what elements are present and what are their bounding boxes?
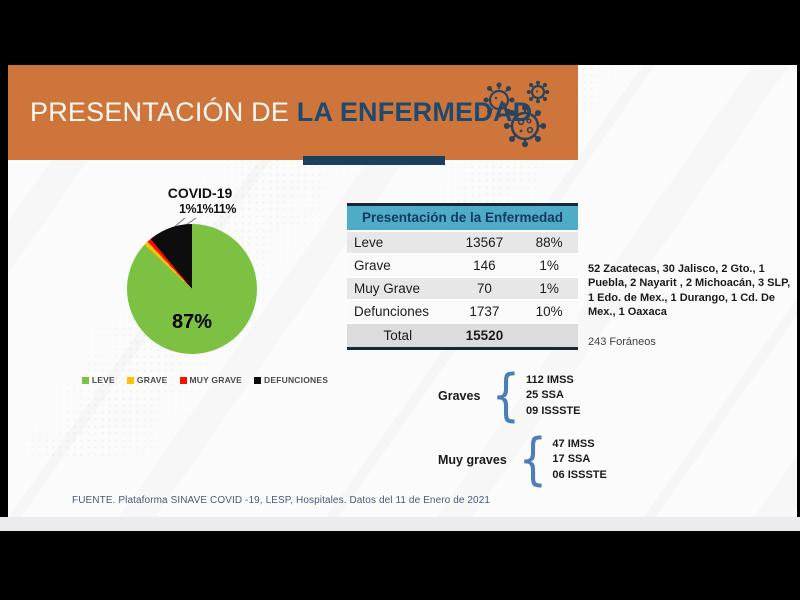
row-value: 13567 <box>465 235 504 250</box>
header-accent-bar <box>303 156 445 165</box>
source-note: FUENTE. Plataforma SINAVE COVID -19, LES… <box>72 495 491 506</box>
coronavirus-icon <box>483 80 550 148</box>
graves-brace: { <box>491 363 521 428</box>
muy-graves-item: 06 ISSSTE <box>552 468 607 481</box>
states-breakdown-note: 52 Zacatecas, 30 Jalisco, 2 Gto., 1 Pueb… <box>588 263 791 318</box>
legend-item-leve: LEVE <box>81 375 115 385</box>
page-title-light: PRESENTACIÓN DE <box>30 97 290 127</box>
pie-chart <box>127 224 257 354</box>
row-label: Leve <box>354 235 384 250</box>
legend-swatch-muy-grave <box>179 376 187 384</box>
row-label: Muy Grave <box>354 281 421 296</box>
muy-graves-brace: { <box>518 427 547 492</box>
page-title: PRESENTACIÓN DE LA ENFERMEDAD <box>30 97 532 128</box>
legend-label-grave: GRAVE <box>136 375 168 385</box>
total-value: 15520 <box>465 328 504 343</box>
bottom-gray-strip <box>0 517 800 531</box>
muy-graves-items: 47 IMSS 17 SSA 06 ISSSTE <box>552 437 606 484</box>
muy-graves-group: Muy graves { 47 IMSS 17 SSA 06 ISSSTE <box>438 432 607 488</box>
graves-group: Graves { 112 IMSS 25 SSA 09 ISSSTE <box>438 368 580 424</box>
row-value: 70 <box>476 281 492 296</box>
row-value: 146 <box>473 258 496 273</box>
slide: PRESENTACIÓN DE LA ENFERMEDAD <box>8 65 797 517</box>
legend-label-defunciones: DEFUNCIONES <box>264 375 329 385</box>
pie-legend: LEVE GRAVE MUY GRAVE DEFUNCIONES <box>81 375 328 385</box>
table-title: Presentación de la Enfermedad <box>347 206 578 232</box>
presentation-table: Presentación de la Enfermedad Leve 13567… <box>347 203 578 350</box>
row-pct: 88% <box>535 235 563 250</box>
row-pct: 1% <box>539 258 559 273</box>
table-row: Grave 146 1% <box>347 255 578 278</box>
page-title-dark: LA ENFERMEDAD <box>296 97 533 127</box>
table-row: Muy Grave 70 1% <box>347 278 578 301</box>
graves-item: 112 IMSS <box>526 373 574 386</box>
table-row: Leve 13567 88% <box>347 232 578 255</box>
legend-item-muy-grave: MUY GRAVE <box>179 375 243 385</box>
muy-graves-item: 47 IMSS <box>552 437 595 450</box>
row-pct: 1% <box>539 281 559 296</box>
graves-label: Graves <box>438 389 481 403</box>
legend-swatch-leve <box>81 376 89 384</box>
pie-chart-title: COVID-19 <box>167 185 233 201</box>
muy-graves-item: 17 SSA <box>552 453 591 466</box>
legend-swatch-defunciones <box>254 376 262 384</box>
graves-item: 09 ISSSTE <box>526 404 581 417</box>
legend-item-defunciones: DEFUNCIONES <box>254 375 328 385</box>
legend-label-leve: LEVE <box>91 375 115 385</box>
legend-swatch-grave <box>126 376 134 384</box>
legend-label-muy-grave: MUY GRAVE <box>189 375 243 385</box>
legend-item-grave: GRAVE <box>126 375 168 385</box>
row-pct: 10% <box>535 304 563 319</box>
table-total-row: Total 15520 <box>347 324 578 347</box>
total-label: Total <box>383 328 413 343</box>
graves-items: 112 IMSS 25 SSA 09 ISSSTE <box>526 373 580 420</box>
pie-main-slice-label: 87% <box>171 311 213 333</box>
graves-item: 25 SSA <box>526 389 564 402</box>
muy-graves-label: Muy graves <box>438 453 507 467</box>
row-value: 1737 <box>469 304 500 319</box>
table-row: Defunciones 1737 10% <box>347 301 578 324</box>
row-label: Defunciones <box>354 304 430 319</box>
pie-chart-section: COVID-19 1%1%11% 87% LEVE GRAVE MU <box>81 185 328 397</box>
row-label: Grave <box>354 258 391 273</box>
header-banner: PRESENTACIÓN DE LA ENFERMEDAD <box>8 65 578 160</box>
pie-callout-labels: 1%1%11% <box>179 202 236 216</box>
foraneos-note: 243 Foráneos <box>588 336 656 348</box>
